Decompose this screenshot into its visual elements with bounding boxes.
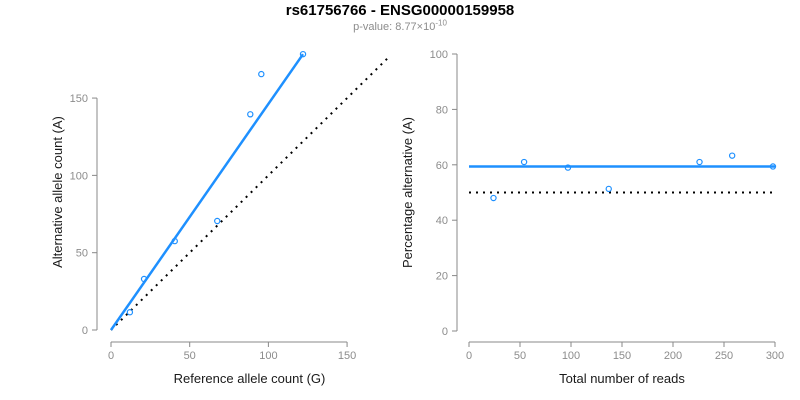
p-value-subtitle: p-value: 8.77×10-10 (0, 18, 800, 33)
data-point (140, 275, 148, 283)
y-tick-label: 100 (70, 170, 88, 182)
y-axis-title: Percentage alternative (A) (400, 117, 415, 268)
x-axis-title: Total number of reads (559, 371, 685, 386)
x-tick-label: 150 (338, 350, 356, 362)
fit-line (109, 53, 305, 331)
x-tick-label: 0 (108, 350, 114, 362)
data-point (520, 158, 528, 166)
data-point (728, 152, 736, 159)
plot-percentage-alternative: 0 50 100 150 200 250 300 0 20 40 60 80 100 Total numb… (400, 49, 784, 386)
data-point (769, 163, 777, 170)
x-tick-label: 50 (184, 350, 196, 362)
data-point (126, 309, 134, 316)
y-tick-label: 50 (76, 248, 88, 260)
x-tick-label: 250 (715, 350, 733, 362)
identity-line (110, 57, 389, 331)
p-value-exponent: -10 (435, 18, 447, 28)
y-axis-title: Alternative allele count (A) (50, 116, 65, 268)
data-point (696, 158, 703, 166)
x-tick-label: 50 (514, 350, 526, 362)
y-tick-label: 40 (436, 215, 448, 227)
x-tick-label: 200 (664, 350, 682, 362)
y-tick-label: 150 (70, 93, 88, 105)
data-point (490, 194, 497, 202)
data-point (171, 237, 178, 245)
y-tick-label: 60 (436, 160, 448, 172)
data-point (247, 111, 254, 118)
x-tick-label: 0 (466, 350, 472, 362)
p-value-text: p-value: 8.77×10 (353, 21, 436, 33)
figure-title: rs61756766 - ENSG00000159958 (285, 2, 515, 19)
x-tick-label: 100 (562, 350, 580, 362)
x-tick-label: 300 (766, 350, 784, 362)
y-tick-label: 0 (442, 326, 448, 338)
data-point (258, 70, 265, 78)
y-tick-label: 0 (82, 325, 88, 337)
data-point (299, 50, 307, 58)
y-tick-label: 80 (436, 104, 448, 116)
data-point (605, 185, 612, 193)
plot-allele-counts: 0 50 100 150 0 50 100 150 Reference allele count… (50, 50, 389, 386)
data-point (214, 217, 221, 225)
y-tick-label: 20 (436, 271, 448, 283)
x-axis-title: Reference allele count (G) (174, 371, 326, 386)
y-tick-label: 100 (430, 49, 448, 61)
x-tick-label: 150 (613, 350, 631, 362)
data-point (564, 164, 572, 171)
x-tick-label: 100 (259, 350, 277, 362)
